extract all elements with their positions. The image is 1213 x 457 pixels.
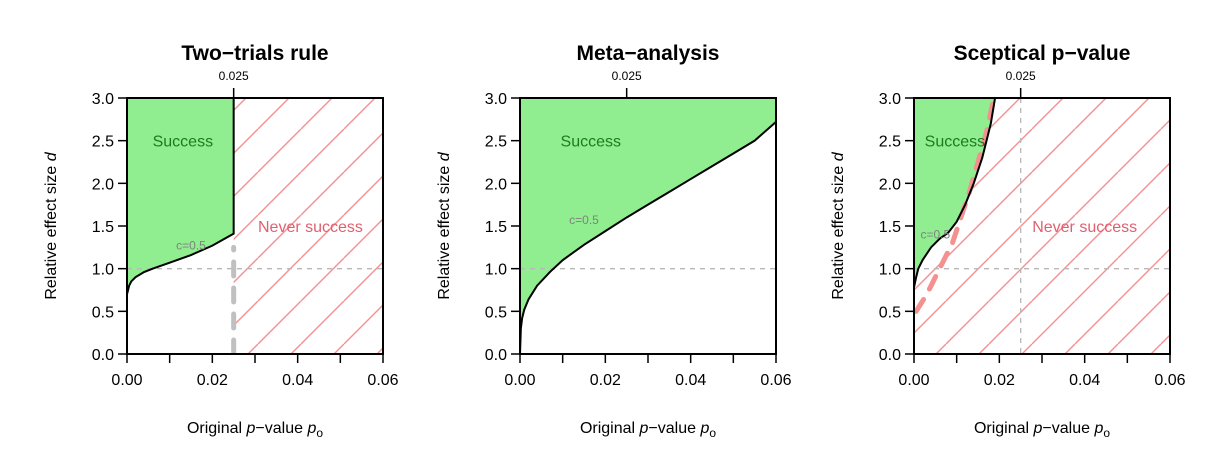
x-axis-label-part: o: [316, 426, 323, 440]
chart-title: Sceptical p−value: [954, 42, 1131, 65]
y-tick-label: 0.5: [485, 304, 507, 321]
x-axis-label-part: p: [639, 420, 649, 437]
success-boundary: [520, 121, 776, 354]
y-axis-label-part: d: [830, 151, 847, 161]
success-region: [914, 98, 996, 288]
success-label: Success: [561, 134, 621, 151]
x-tick-label: 0.00: [504, 372, 535, 389]
y-tick-label: 2.0: [485, 176, 507, 193]
y-tick-label: 0.5: [879, 304, 901, 321]
x-tick-label: 0.06: [1154, 372, 1185, 389]
x-axis-label-part: p: [246, 420, 256, 437]
chart-panel-3: Sceptical p−value 0.025 0.00 0.02 0.04 0.06 0.…: [830, 42, 1186, 440]
y-axis-label-part: d: [43, 151, 60, 161]
top-tick-label: 0.025: [612, 69, 642, 83]
x-tick-label: 0.04: [675, 372, 706, 389]
y-axis-label-part: Relative effect size: [43, 161, 60, 299]
x-tick-label: 0.06: [760, 372, 791, 389]
y-tick-label: 0.0: [485, 347, 507, 364]
y-tick-label: 1.0: [485, 262, 507, 279]
x-tick-label: 0.04: [1069, 372, 1100, 389]
x-axis-label-part: o: [1103, 426, 1110, 440]
y-axis-label: Relative effect size d: [436, 151, 453, 299]
y-tick-label: 0.0: [92, 347, 114, 364]
y-axis-label-part: Relative effect size: [436, 161, 453, 299]
x-axis-label-part: Original: [580, 420, 640, 437]
chart-panel-2: Meta−analysis 0.025 0.00 0.02 0.04 0.06 0.0 0.5…: [436, 42, 792, 440]
x-tick-label: 0.00: [898, 372, 929, 389]
chart-panel-1: Two−trials rule 0.025 0.00 0.02 0.04 0.06 0.0 0…: [43, 42, 399, 440]
y-tick-label: 3.0: [879, 91, 901, 108]
x-tick-label: 0.02: [197, 372, 228, 389]
x-tick-label: 0.04: [282, 372, 313, 389]
y-axis-label: Relative effect size d: [830, 151, 847, 299]
c-threshold-label: c=0.5: [176, 239, 206, 253]
never-success-label: Never success: [258, 219, 363, 236]
y-tick-label: 2.0: [879, 176, 901, 193]
y-axis-label-part: Relative effect size: [830, 161, 847, 299]
x-tick-label: 0.02: [590, 372, 621, 389]
success-region: [127, 98, 234, 295]
x-axis-label: Original p−value po: [974, 420, 1110, 440]
x-axis-label-part: p: [1033, 420, 1043, 437]
x-axis-label-part: Original: [974, 420, 1034, 437]
x-tick-label: 0.06: [367, 372, 398, 389]
y-tick-label: 2.0: [92, 176, 114, 193]
success-label: Success: [153, 134, 213, 151]
y-axis-label-part: d: [436, 151, 453, 161]
x-axis-label-part: p: [306, 420, 316, 437]
x-axis-label-part: Original: [187, 420, 247, 437]
x-axis-label-part: −value: [648, 420, 700, 437]
success-label: Success: [925, 134, 985, 151]
x-axis-label-part: p: [699, 420, 709, 437]
x-axis-label-part: o: [709, 426, 716, 440]
x-axis-label-part: −value: [255, 420, 307, 437]
chart-title: Two−trials rule: [181, 42, 328, 65]
never-success-label: Never success: [1032, 219, 1137, 236]
success-region: [520, 98, 776, 354]
y-tick-label: 1.0: [879, 262, 901, 279]
y-tick-label: 3.0: [92, 91, 114, 108]
c-threshold-label: c=0.5: [920, 228, 950, 242]
x-axis-label: Original p−value po: [580, 420, 716, 440]
plot-area: [520, 98, 776, 354]
c-threshold-curve: [914, 99, 996, 314]
x-axis-label-part: p: [1093, 420, 1103, 437]
c-threshold-label: c=0.5: [569, 213, 599, 227]
plot-area: [127, 98, 383, 354]
y-tick-label: 1.0: [92, 262, 114, 279]
y-tick-label: 0.0: [879, 347, 901, 364]
x-tick-label: 0.02: [984, 372, 1015, 389]
never-success-hatch: [233, 98, 383, 354]
y-tick-label: 2.5: [92, 134, 114, 151]
x-axis-label-part: −value: [1042, 420, 1094, 437]
plot-area: [914, 98, 1170, 354]
success-boundary: [127, 98, 235, 295]
success-boundary: [914, 98, 997, 288]
y-tick-label: 2.5: [485, 134, 507, 151]
y-tick-label: 2.5: [879, 134, 901, 151]
y-tick-label: 1.5: [92, 219, 114, 236]
y-tick-label: 0.5: [92, 304, 114, 321]
y-tick-label: 1.5: [879, 219, 901, 236]
y-tick-label: 3.0: [485, 91, 507, 108]
top-tick-label: 0.025: [219, 69, 249, 83]
top-tick-label: 0.025: [1006, 69, 1036, 83]
chart-title: Meta−analysis: [576, 42, 719, 65]
x-axis-label: Original p−value po: [187, 420, 323, 440]
y-axis-label: Relative effect size d: [43, 151, 60, 299]
y-tick-label: 1.5: [485, 219, 507, 236]
x-tick-label: 0.00: [111, 372, 142, 389]
